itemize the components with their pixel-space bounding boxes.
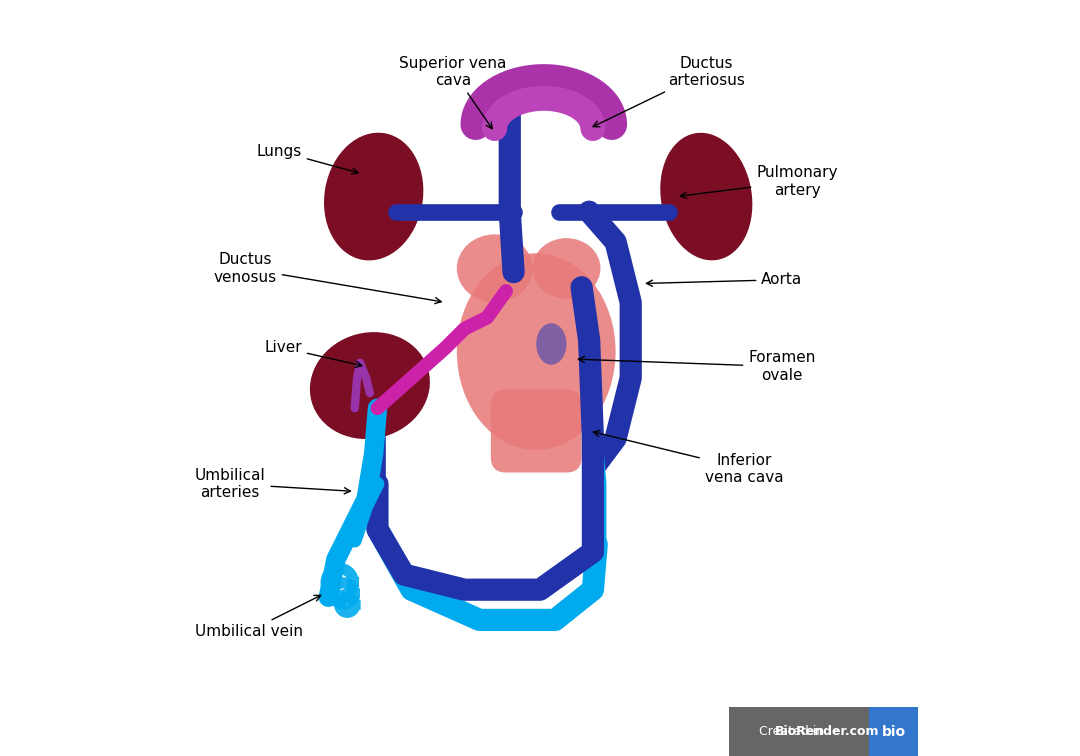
Text: Umbilical
arteries: Umbilical arteries	[194, 468, 350, 500]
Text: Lungs: Lungs	[257, 144, 359, 174]
Ellipse shape	[537, 324, 567, 365]
Ellipse shape	[457, 253, 616, 450]
Ellipse shape	[660, 133, 753, 260]
FancyBboxPatch shape	[729, 707, 918, 756]
Text: Inferior
vena cava: Inferior vena cava	[593, 430, 783, 485]
Text: Ductus
arteriosus: Ductus arteriosus	[593, 56, 745, 127]
Ellipse shape	[457, 234, 532, 302]
Text: Aorta: Aorta	[647, 272, 802, 287]
Ellipse shape	[310, 332, 430, 439]
Ellipse shape	[532, 238, 600, 299]
FancyBboxPatch shape	[490, 389, 581, 472]
Text: Superior vena
cava: Superior vena cava	[400, 56, 507, 129]
Text: Created in: Created in	[758, 725, 828, 739]
Text: BioRender.com: BioRender.com	[775, 725, 879, 739]
Text: Umbilical vein: Umbilical vein	[195, 596, 321, 639]
Text: Foramen
ovale: Foramen ovale	[579, 351, 815, 383]
Ellipse shape	[324, 133, 423, 260]
Text: Ductus
venosus: Ductus venosus	[214, 253, 442, 304]
Text: Pulmonary
artery: Pulmonary artery	[680, 166, 838, 198]
FancyBboxPatch shape	[868, 707, 918, 756]
Text: Liver: Liver	[265, 340, 362, 367]
Text: bio: bio	[881, 725, 906, 739]
